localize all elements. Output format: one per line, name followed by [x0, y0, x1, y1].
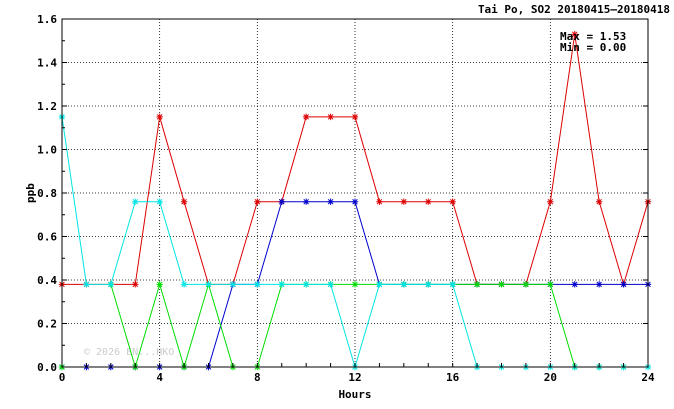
data-point-marker [83, 281, 89, 287]
data-point-marker [523, 281, 529, 287]
y-tick-label: 1.6 [37, 13, 57, 26]
data-point-marker [327, 114, 333, 120]
data-point-marker [327, 281, 333, 287]
data-point-marker [572, 281, 578, 287]
data-point-marker [303, 114, 309, 120]
data-point-marker [401, 281, 407, 287]
y-tick-label: 0.6 [37, 231, 57, 244]
x-tick-label: 12 [348, 371, 361, 384]
grid-layer [62, 19, 648, 367]
series-line [62, 34, 648, 284]
data-point-marker [474, 281, 480, 287]
y-tick-label: 0.2 [37, 318, 57, 331]
x-tick-label: 20 [544, 371, 557, 384]
data-point-marker [230, 281, 236, 287]
y-tick-label: 1.2 [37, 100, 57, 113]
data-point-marker [425, 281, 431, 287]
y-axis-title: ppb [24, 183, 37, 203]
data-point-marker [498, 281, 504, 287]
data-point-marker [181, 199, 187, 205]
data-point-marker [156, 114, 162, 120]
data-point-marker [596, 199, 602, 205]
y-tick-label: 1.4 [37, 57, 57, 70]
series-1 [59, 31, 651, 288]
y-tick-label: 1.0 [37, 144, 57, 157]
x-tick-label: 0 [59, 371, 66, 384]
data-point-marker [132, 199, 138, 205]
data-point-marker [205, 281, 211, 287]
min-annotation: Min = 0.00 [560, 41, 626, 54]
tick-layer: 0 4 8 12 16 20 24 0.0 0.2 0.4 0.6 0.8 1.0 1.2 1.4 1.6 [37, 13, 655, 384]
x-tick-label: 16 [446, 371, 460, 384]
watermark-text: © 2026 EN...HKO [84, 347, 174, 358]
data-point-marker [449, 281, 455, 287]
data-point-marker [303, 281, 309, 287]
data-point-marker [596, 281, 602, 287]
data-point-marker [108, 281, 114, 287]
data-point-marker [132, 281, 138, 287]
data-point-marker [352, 281, 358, 287]
data-point-marker [279, 199, 285, 205]
data-point-marker [425, 199, 431, 205]
data-point-marker [620, 281, 626, 287]
data-point-marker [156, 199, 162, 205]
y-tick-label: 0.8 [37, 187, 57, 200]
data-point-marker [327, 199, 333, 205]
x-axis-title: Hours [338, 388, 371, 401]
data-point-marker [156, 281, 162, 287]
data-point-marker [254, 199, 260, 205]
x-tick-label: 8 [254, 371, 261, 384]
data-point-marker [303, 199, 309, 205]
data-point-marker [254, 281, 260, 287]
data-point-marker [352, 114, 358, 120]
data-point-marker [401, 199, 407, 205]
data-point-marker [449, 199, 455, 205]
y-tick-label: 0.0 [37, 361, 57, 374]
data-point-marker [376, 199, 382, 205]
y-tick-label: 0.4 [37, 274, 57, 287]
data-point-marker [547, 281, 553, 287]
data-point-marker [352, 199, 358, 205]
x-tick-label: 24 [641, 371, 655, 384]
chart-title: Tai Po, SO2 20180415—20180418 [478, 3, 670, 16]
x-tick-label: 4 [156, 371, 163, 384]
data-point-marker [376, 281, 382, 287]
data-point-marker [279, 281, 285, 287]
data-point-marker [547, 199, 553, 205]
data-point-marker [181, 281, 187, 287]
